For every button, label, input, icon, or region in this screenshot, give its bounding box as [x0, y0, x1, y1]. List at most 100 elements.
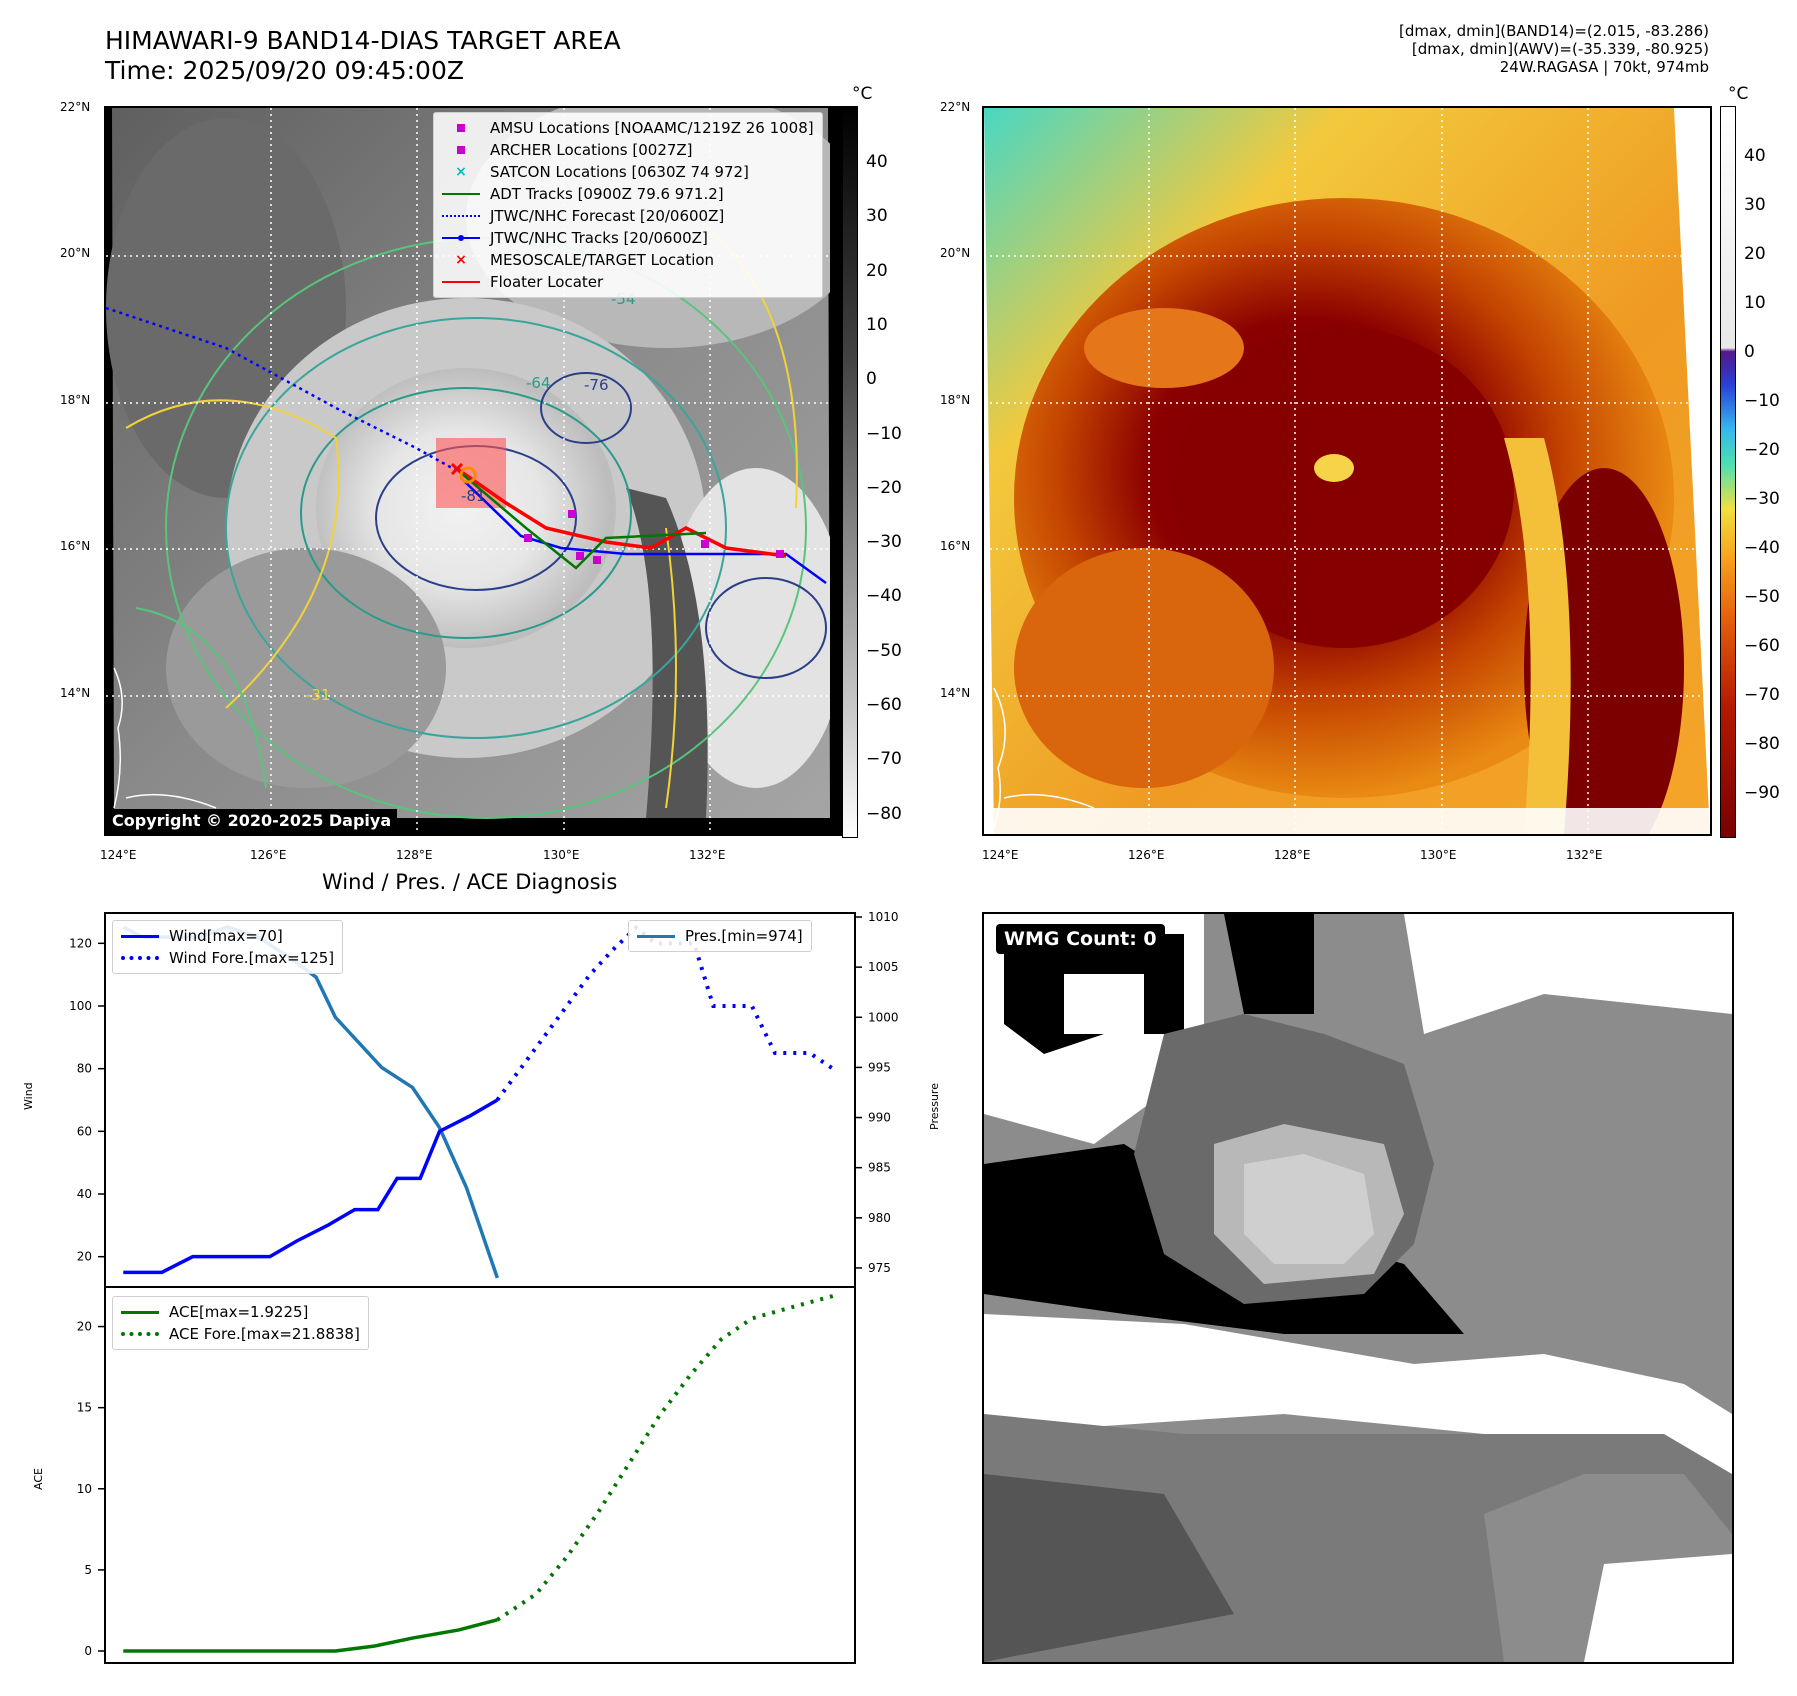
- lon-tick: 130°E: [543, 848, 580, 862]
- legend-label: MESOSCALE/TARGET Location: [490, 251, 715, 269]
- wind-ytick-label: 120: [69, 936, 92, 950]
- colorbar-tick: −50: [1744, 587, 1780, 607]
- legend-item-archer: ARCHER Locations [0027Z]: [442, 139, 814, 161]
- figure-title: HIMAWARI-9 BAND14-DIAS TARGET AREA Time:…: [105, 26, 621, 86]
- wind-ytick-label: 40: [77, 1187, 92, 1201]
- colorbar-tick: 0: [1744, 342, 1755, 362]
- pressure-ytick-label: 1000: [868, 1010, 899, 1024]
- legend-item-ace-forecast: ACE Fore.[max=21.8838]: [121, 1323, 360, 1345]
- legend-item-adt: ADT Tracks [0900Z 79.6 971.2]: [442, 183, 814, 205]
- title-line-1: HIMAWARI-9 BAND14-DIAS TARGET AREA: [105, 26, 621, 55]
- legend-label: ACE Fore.[max=21.8838]: [169, 1325, 360, 1343]
- colorbar-tick: −80: [866, 803, 902, 824]
- line-marker-icon: [442, 188, 480, 200]
- pressure-ytick-label: 1010: [868, 910, 899, 924]
- wind-ytick-label: 80: [77, 1062, 92, 1076]
- lat-tick: 14°N: [940, 686, 971, 700]
- lon-tick: 130°E: [1420, 848, 1457, 862]
- legend-label: Wind[max=70]: [169, 927, 283, 945]
- colorbar-tick: 20: [1744, 244, 1766, 264]
- colorbar-tick: −80: [1744, 734, 1780, 754]
- wv-map-panel: [982, 106, 1712, 836]
- pressure-series-line: [122, 925, 500, 1279]
- colorbar-tick: −30: [866, 532, 902, 553]
- legend-label: Floater Locater: [490, 273, 604, 291]
- colorbar-tick: −60: [1744, 636, 1780, 656]
- pressure-legend: Pres.[min=974]: [628, 920, 812, 952]
- colorbar-tick: 30: [1744, 195, 1766, 215]
- ace-ylabel: ACE: [32, 1468, 45, 1490]
- title-line-2: Time: 2025/09/20 09:45:00Z: [105, 56, 464, 85]
- legend-label: JTWC/NHC Tracks [20/0600Z]: [490, 229, 708, 247]
- info-line-3: 24W.RAGASA | 70kt, 974mb: [1499, 58, 1709, 76]
- wind-ytick-label: 20: [77, 1250, 92, 1264]
- pressure-ytick-label: 985: [868, 1161, 891, 1175]
- ace-forecast-line: [496, 1294, 834, 1622]
- wind-ytick-label: 60: [77, 1124, 92, 1138]
- legend-item-satcon: × SATCON Locations [0630Z 74 972]: [442, 161, 814, 183]
- x-marker-icon: ×: [455, 252, 467, 268]
- lon-tick: 124°E: [100, 848, 137, 862]
- colorbar-tick: −30: [1744, 489, 1780, 509]
- chart-title: Wind / Pres. / ACE Diagnosis: [322, 870, 618, 894]
- pressure-ytick-label: 1005: [868, 960, 899, 974]
- colorbar-tick: −20: [1744, 440, 1780, 460]
- pressure-ytick-label: 980: [868, 1211, 891, 1225]
- lat-tick: 22°N: [940, 100, 971, 114]
- colorbar-tick: −10: [1744, 391, 1780, 411]
- wmg-image: [984, 914, 1732, 1662]
- lon-tick: 128°E: [1274, 848, 1311, 862]
- legend-item-ace: ACE[max=1.9225]: [121, 1301, 360, 1323]
- wv-colorbar: [1720, 106, 1736, 838]
- legend-label: JTWC/NHC Forecast [20/0600Z]: [490, 207, 725, 225]
- pressure-ytick-label: 995: [868, 1060, 891, 1074]
- colorbar-tick: 10: [1744, 293, 1766, 313]
- colorbar-tick: −60: [866, 695, 902, 715]
- ace-legend: ACE[max=1.9225] ACE Fore.[max=21.8838]: [112, 1296, 369, 1350]
- ace-ytick-label: 5: [84, 1563, 92, 1577]
- legend-label: Pres.[min=974]: [685, 927, 803, 945]
- storm-info: [dmax, dmin](BAND14)=(2.015, -83.286) [d…: [1399, 22, 1709, 76]
- colorbar-tick: −90: [1744, 783, 1780, 803]
- lat-tick: 16°N: [60, 539, 91, 553]
- wmg-panel: WMG Count: 0: [982, 912, 1734, 1664]
- copyright: Copyright © 2020-2025 Dapiya: [106, 809, 398, 832]
- pressure-ytick-label: 975: [868, 1261, 891, 1275]
- map-legend: AMSU Locations [NOAAMC/1219Z 26 1008] AR…: [433, 112, 823, 298]
- colorbar-tick: 40: [1744, 146, 1766, 166]
- dotted-line-icon: [121, 1328, 159, 1340]
- legend-item-amsu: AMSU Locations [NOAAMC/1219Z 26 1008]: [442, 117, 814, 139]
- dotted-line-icon: [442, 210, 480, 222]
- lat-tick: 16°N: [940, 539, 971, 553]
- colorbar-tick: 30: [866, 206, 888, 227]
- legend-item-target: × MESOSCALE/TARGET Location: [442, 249, 814, 271]
- contour-label-76: -76: [584, 376, 609, 394]
- ir-colorbar: [842, 106, 858, 838]
- colorbar-tick: 20: [866, 260, 888, 281]
- wv-colorbar-unit: °C: [1728, 84, 1749, 104]
- legend-label: AMSU Locations [NOAAMC/1219Z 26 1008]: [490, 119, 814, 137]
- wmg-count: WMG Count: 0: [996, 924, 1165, 954]
- wind-forecast-line: [495, 925, 834, 1102]
- colorbar-tick: −70: [866, 749, 902, 770]
- ace-ytick-label: 10: [77, 1482, 92, 1496]
- x-marker-icon: ×: [455, 164, 467, 180]
- square-marker-icon: [442, 122, 480, 134]
- lon-tick: 126°E: [250, 848, 287, 862]
- legend-item-pressure: Pres.[min=974]: [637, 925, 803, 947]
- colorbar-tick: 40: [866, 152, 888, 172]
- wv-map-image: [984, 108, 1710, 834]
- line-marker-icon: [121, 1306, 159, 1318]
- colorbar-tick: −50: [866, 640, 902, 661]
- legend-item-wind: Wind[max=70]: [121, 925, 334, 947]
- colorbar-tick: 0: [866, 369, 877, 390]
- pressure-ytick-label: 990: [868, 1111, 891, 1125]
- lat-tick: 18°N: [60, 393, 91, 407]
- pressure-ylabel: Pressure: [928, 1083, 941, 1130]
- lon-tick: 124°E: [982, 848, 1019, 862]
- lon-tick: 128°E: [396, 848, 433, 862]
- legend-label: ARCHER Locations [0027Z]: [490, 141, 693, 159]
- colorbar-tick: −40: [866, 586, 902, 607]
- colorbar-tick: −70: [1744, 685, 1780, 705]
